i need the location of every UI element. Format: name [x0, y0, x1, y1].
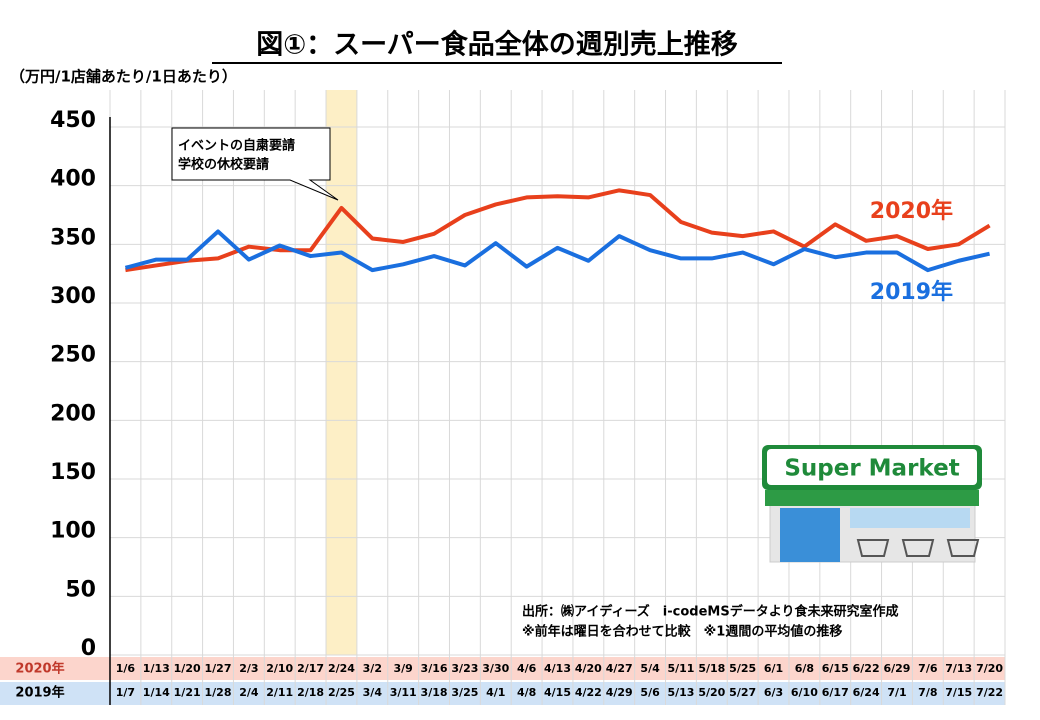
x-tick-label: 4/15 — [544, 686, 571, 699]
annotation: イベントの自粛要請 — [178, 138, 295, 154]
supermarket-icon: Super Market — [762, 445, 982, 563]
x-tick-label: 4/22 — [575, 686, 602, 699]
row-label: 2020年 — [15, 661, 64, 677]
x-tick-label: 7/20 — [976, 662, 1003, 675]
x-tick-label: 5/11 — [667, 662, 694, 675]
x-tick-label: 6/22 — [853, 662, 880, 675]
x-tick-label: 4/1 — [486, 686, 505, 699]
icon-text: Super Market — [784, 456, 959, 482]
chart-title: 図①：スーパー食品全体の週別売上推移 — [256, 29, 738, 61]
y-tick-label: 150 — [50, 460, 96, 485]
x-tick-label: 2/25 — [328, 686, 355, 699]
x-tick-label: 5/20 — [698, 686, 725, 699]
x-tick-label: 1/27 — [205, 662, 232, 675]
series-line — [124, 229, 991, 273]
y-tick-label: 350 — [50, 225, 96, 250]
x-tick-label: 5/18 — [698, 662, 725, 675]
x-tick-label: 6/1 — [764, 662, 783, 675]
x-tick-label: 7/15 — [945, 686, 972, 699]
y-tick-label: 200 — [50, 401, 96, 426]
note: 出所：㈱アイディーズ i-codeMSデータより食未来研究室作成 — [522, 604, 898, 620]
x-tick-label: 2/17 — [297, 662, 324, 675]
x-tick-label: 6/3 — [764, 686, 783, 699]
x-tick-label: 4/6 — [517, 662, 537, 675]
x-tick-label: 3/23 — [451, 662, 478, 675]
x-tick-label: 3/2 — [363, 662, 382, 675]
x-tick-label: 6/8 — [795, 662, 814, 675]
legend-label: 2020年 — [870, 198, 953, 224]
x-tick-label: 2/10 — [266, 662, 293, 675]
x-tick-label: 6/10 — [791, 686, 818, 699]
y-tick-label: 100 — [50, 519, 96, 544]
x-tick-label: 1/21 — [174, 686, 201, 699]
y-tick-label: 0 — [81, 636, 96, 661]
x-tick-label: 6/29 — [883, 662, 910, 675]
row-2020-bg — [0, 657, 1005, 680]
x-tick-label: 1/28 — [205, 686, 232, 699]
x-tick-label: 1/13 — [143, 662, 170, 675]
x-tick-label: 1/6 — [116, 662, 136, 675]
callout-box — [171, 127, 339, 201]
y-tick-label: 400 — [50, 167, 96, 192]
legend-label: 2019年 — [870, 279, 953, 305]
x-tick-label: 3/16 — [421, 662, 448, 675]
y-tick-label: 450 — [50, 108, 96, 133]
x-tick-label: 1/20 — [174, 662, 201, 675]
x-tick-label: 4/29 — [606, 686, 633, 699]
y-tick-label: 250 — [50, 343, 96, 368]
annotation: 学校の休校要請 — [178, 157, 269, 173]
x-tick-label: 4/8 — [517, 686, 536, 699]
x-tick-label: 5/4 — [640, 662, 660, 675]
x-tick-label: 3/18 — [421, 686, 448, 699]
x-tick-label: 6/24 — [853, 686, 880, 699]
x-tick-label: 2/4 — [239, 686, 259, 699]
row-2019-bg — [0, 682, 1005, 705]
x-tick-label: 7/13 — [945, 662, 972, 675]
x-tick-label: 3/9 — [394, 662, 413, 675]
highlight-band — [326, 90, 357, 655]
x-tick-label: 3/4 — [363, 686, 383, 699]
x-tick-label: 2/18 — [297, 686, 324, 699]
x-tick-label: 5/25 — [729, 662, 756, 675]
x-tick-label: 5/27 — [729, 686, 756, 699]
x-tick-label: 3/30 — [482, 662, 509, 675]
x-tick-label: 5/13 — [667, 686, 694, 699]
x-tick-label: 1/7 — [116, 686, 135, 699]
y-axis-label: （万円/1店舗あたり/1日あたり） — [10, 68, 237, 86]
x-tick-label: 3/11 — [390, 686, 417, 699]
x-tick-label: 4/20 — [575, 662, 602, 675]
x-tick-label: 2/24 — [328, 662, 355, 675]
note: ※前年は曜日を合わせて比較 ※1週間の平均値の推移 — [522, 624, 842, 640]
x-tick-label: 4/27 — [606, 662, 633, 675]
x-tick-label: 5/6 — [640, 686, 660, 699]
row-label: 2019年 — [15, 685, 64, 701]
x-tick-label: 7/6 — [918, 662, 938, 675]
x-tick-label: 4/13 — [544, 662, 571, 675]
x-tick-label: 7/22 — [976, 686, 1003, 699]
x-tick-label: 2/11 — [266, 686, 293, 699]
x-tick-label: 3/25 — [451, 686, 478, 699]
y-tick-label: 50 — [65, 577, 96, 602]
x-tick-label: 2/3 — [239, 662, 258, 675]
x-tick-label: 7/1 — [887, 686, 906, 699]
x-tick-label: 6/15 — [822, 662, 849, 675]
x-tick-label: 7/8 — [918, 686, 937, 699]
x-tick-label: 6/17 — [822, 686, 849, 699]
y-tick-label: 300 — [50, 284, 96, 309]
x-tick-label: 1/14 — [143, 686, 170, 699]
